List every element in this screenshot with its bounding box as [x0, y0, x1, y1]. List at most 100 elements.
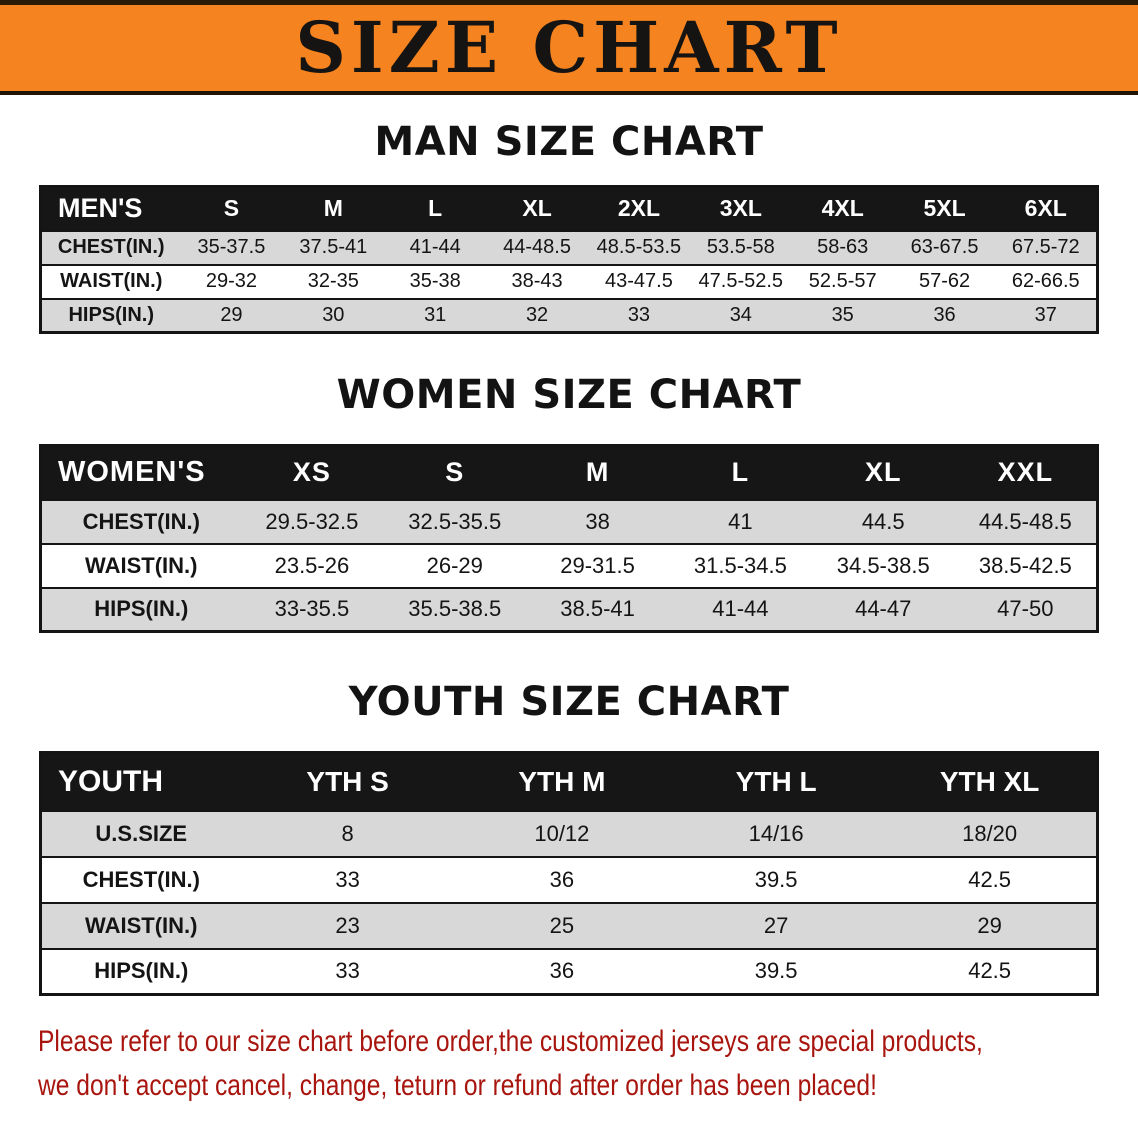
row-label-cell: CHEST(IN.) — [40, 229, 181, 265]
size-header-cell: XL — [486, 186, 588, 231]
value-cell: 35-38 — [384, 263, 487, 299]
table-title-cell: MEN'S — [40, 186, 181, 231]
size-header-cell: XXL — [954, 445, 1098, 500]
size-header-cell: YTH S — [240, 752, 455, 811]
youth-size-section: YOUTH SIZE CHART YOUTH YTH S YTH M YTH L YTH… — [0, 679, 1138, 996]
youth-size-table: YOUTH YTH S YTH M YTH L YTH XL U.S.SIZE 8 10/12… — [39, 751, 1099, 996]
table-row: WAIST(IN.) 23 25 27 29 — [40, 901, 1098, 949]
value-cell: 23.5-26 — [240, 542, 384, 588]
value-cell: 44.5 — [811, 498, 955, 544]
table-row: CHEST(IN.) 35-37.5 37.5-41 41-44 44-48.5 48.5… — [40, 229, 1098, 265]
note-line-1: Please refer to our size chart before or… — [38, 1025, 983, 1058]
value-cell: 29 — [180, 297, 283, 333]
value-cell: 47.5-52.5 — [689, 263, 792, 299]
value-cell: 34 — [689, 297, 792, 333]
size-header-cell: S — [180, 186, 283, 231]
table-row: HIPS(IN.) 33 36 39.5 42.5 — [40, 947, 1098, 995]
value-cell: 39.5 — [669, 855, 884, 903]
value-cell: 10/12 — [454, 809, 669, 857]
value-cell: 38 — [526, 498, 669, 544]
table-row: CHEST(IN.) 29.5-32.5 32.5-35.5 38 41 44.5 44.5… — [40, 498, 1098, 544]
value-cell: 29.5-32.5 — [240, 498, 384, 544]
value-cell: 52.5-57 — [791, 263, 894, 299]
size-header-cell: YTH L — [669, 752, 884, 811]
row-label-cell: HIPS(IN.) — [40, 586, 241, 632]
value-cell: 44.5-48.5 — [954, 498, 1098, 544]
size-header-cell: XL — [811, 445, 955, 500]
size-header-cell: XS — [240, 445, 384, 500]
value-cell: 44-47 — [811, 586, 955, 632]
table-title-cell: WOMEN'S — [40, 445, 241, 500]
value-cell: 33 — [588, 297, 690, 333]
value-cell: 58-63 — [791, 229, 894, 265]
value-cell: 41-44 — [668, 586, 812, 632]
value-cell: 25 — [454, 901, 669, 949]
row-label-cell: WAIST(IN.) — [40, 542, 241, 588]
table-row: WAIST(IN.) 23.5-26 26-29 29-31.5 31.5-34.5 34… — [40, 542, 1098, 588]
table-header-row: WOMEN'S XS S M L XL XXL — [40, 445, 1098, 500]
value-cell: 38-43 — [486, 263, 588, 299]
size-header-cell: 4XL — [791, 186, 894, 231]
men-section-title: MAN SIZE CHART — [374, 119, 764, 165]
value-cell: 34.5-38.5 — [811, 542, 955, 588]
value-cell: 36 — [893, 297, 996, 333]
value-cell: 47-50 — [954, 586, 1098, 632]
value-cell: 44-48.5 — [486, 229, 588, 265]
row-label-cell: U.S.SIZE — [40, 809, 241, 857]
table-row: HIPS(IN.) 33-35.5 35.5-38.5 38.5-41 41-44 44-… — [40, 586, 1098, 632]
size-header-cell: S — [383, 445, 527, 500]
value-cell: 36 — [454, 947, 669, 995]
value-cell: 41-44 — [384, 229, 487, 265]
value-cell: 41 — [668, 498, 812, 544]
value-cell: 30 — [282, 297, 385, 333]
value-cell: 57-62 — [893, 263, 996, 299]
value-cell: 38.5-41 — [526, 586, 669, 632]
value-cell: 18/20 — [883, 809, 1098, 857]
size-chart-page: SIZE CHART MAN SIZE CHART MEN'S S M L XL 2XL 3… — [0, 0, 1138, 1108]
value-cell: 42.5 — [883, 855, 1098, 903]
size-header-cell: M — [282, 186, 385, 231]
size-header-cell: YTH M — [454, 752, 669, 811]
value-cell: 48.5-53.5 — [588, 229, 690, 265]
value-cell: 35.5-38.5 — [383, 586, 527, 632]
value-cell: 31.5-34.5 — [668, 542, 812, 588]
value-cell: 33-35.5 — [240, 586, 384, 632]
value-cell: 53.5-58 — [689, 229, 792, 265]
value-cell: 23 — [240, 901, 455, 949]
value-cell: 8 — [240, 809, 455, 857]
table-row: WAIST(IN.) 29-32 32-35 35-38 38-43 43-47.5 47.… — [40, 263, 1098, 299]
value-cell: 26-29 — [383, 542, 527, 588]
men-size-table: MEN'S S M L XL 2XL 3XL 4XL 5XL 6XL CHEST(IN.) 35-37… — [39, 185, 1099, 334]
value-cell: 63-67.5 — [893, 229, 996, 265]
size-header-cell: 2XL — [588, 186, 690, 231]
table-header-row: MEN'S S M L XL 2XL 3XL 4XL 5XL 6XL — [40, 186, 1098, 231]
row-label-cell: CHEST(IN.) — [40, 498, 241, 544]
size-header-cell: L — [668, 445, 812, 500]
value-cell: 36 — [454, 855, 669, 903]
value-cell: 37.5-41 — [282, 229, 385, 265]
value-cell: 35-37.5 — [180, 229, 283, 265]
value-cell: 42.5 — [883, 947, 1098, 995]
value-cell: 37 — [995, 297, 1098, 333]
value-cell: 31 — [384, 297, 487, 333]
size-header-cell: L — [384, 186, 487, 231]
value-cell: 33 — [240, 947, 455, 995]
size-header-cell: M — [526, 445, 669, 500]
women-size-table: WOMEN'S XS S M L XL XXL CHEST(IN.) 29.5-32.5 32.5… — [39, 444, 1099, 633]
women-section-title: WOMEN SIZE CHART — [336, 372, 802, 418]
value-cell: 29-32 — [180, 263, 283, 299]
youth-section-title: YOUTH SIZE CHART — [348, 679, 790, 725]
table-title-cell: YOUTH — [40, 752, 241, 811]
value-cell: 35 — [791, 297, 894, 333]
table-row: CHEST(IN.) 33 36 39.5 42.5 — [40, 855, 1098, 903]
order-policy-note: Please refer to our size chart before or… — [38, 1020, 1100, 1108]
value-cell: 38.5-42.5 — [954, 542, 1098, 588]
value-cell: 62-66.5 — [995, 263, 1098, 299]
value-cell: 39.5 — [669, 947, 884, 995]
size-header-cell: 6XL — [995, 186, 1098, 231]
value-cell: 32-35 — [282, 263, 385, 299]
row-label-cell: WAIST(IN.) — [40, 263, 181, 299]
table-header-row: YOUTH YTH S YTH M YTH L YTH XL — [40, 752, 1098, 811]
size-header-cell: YTH XL — [883, 752, 1098, 811]
value-cell: 14/16 — [669, 809, 884, 857]
